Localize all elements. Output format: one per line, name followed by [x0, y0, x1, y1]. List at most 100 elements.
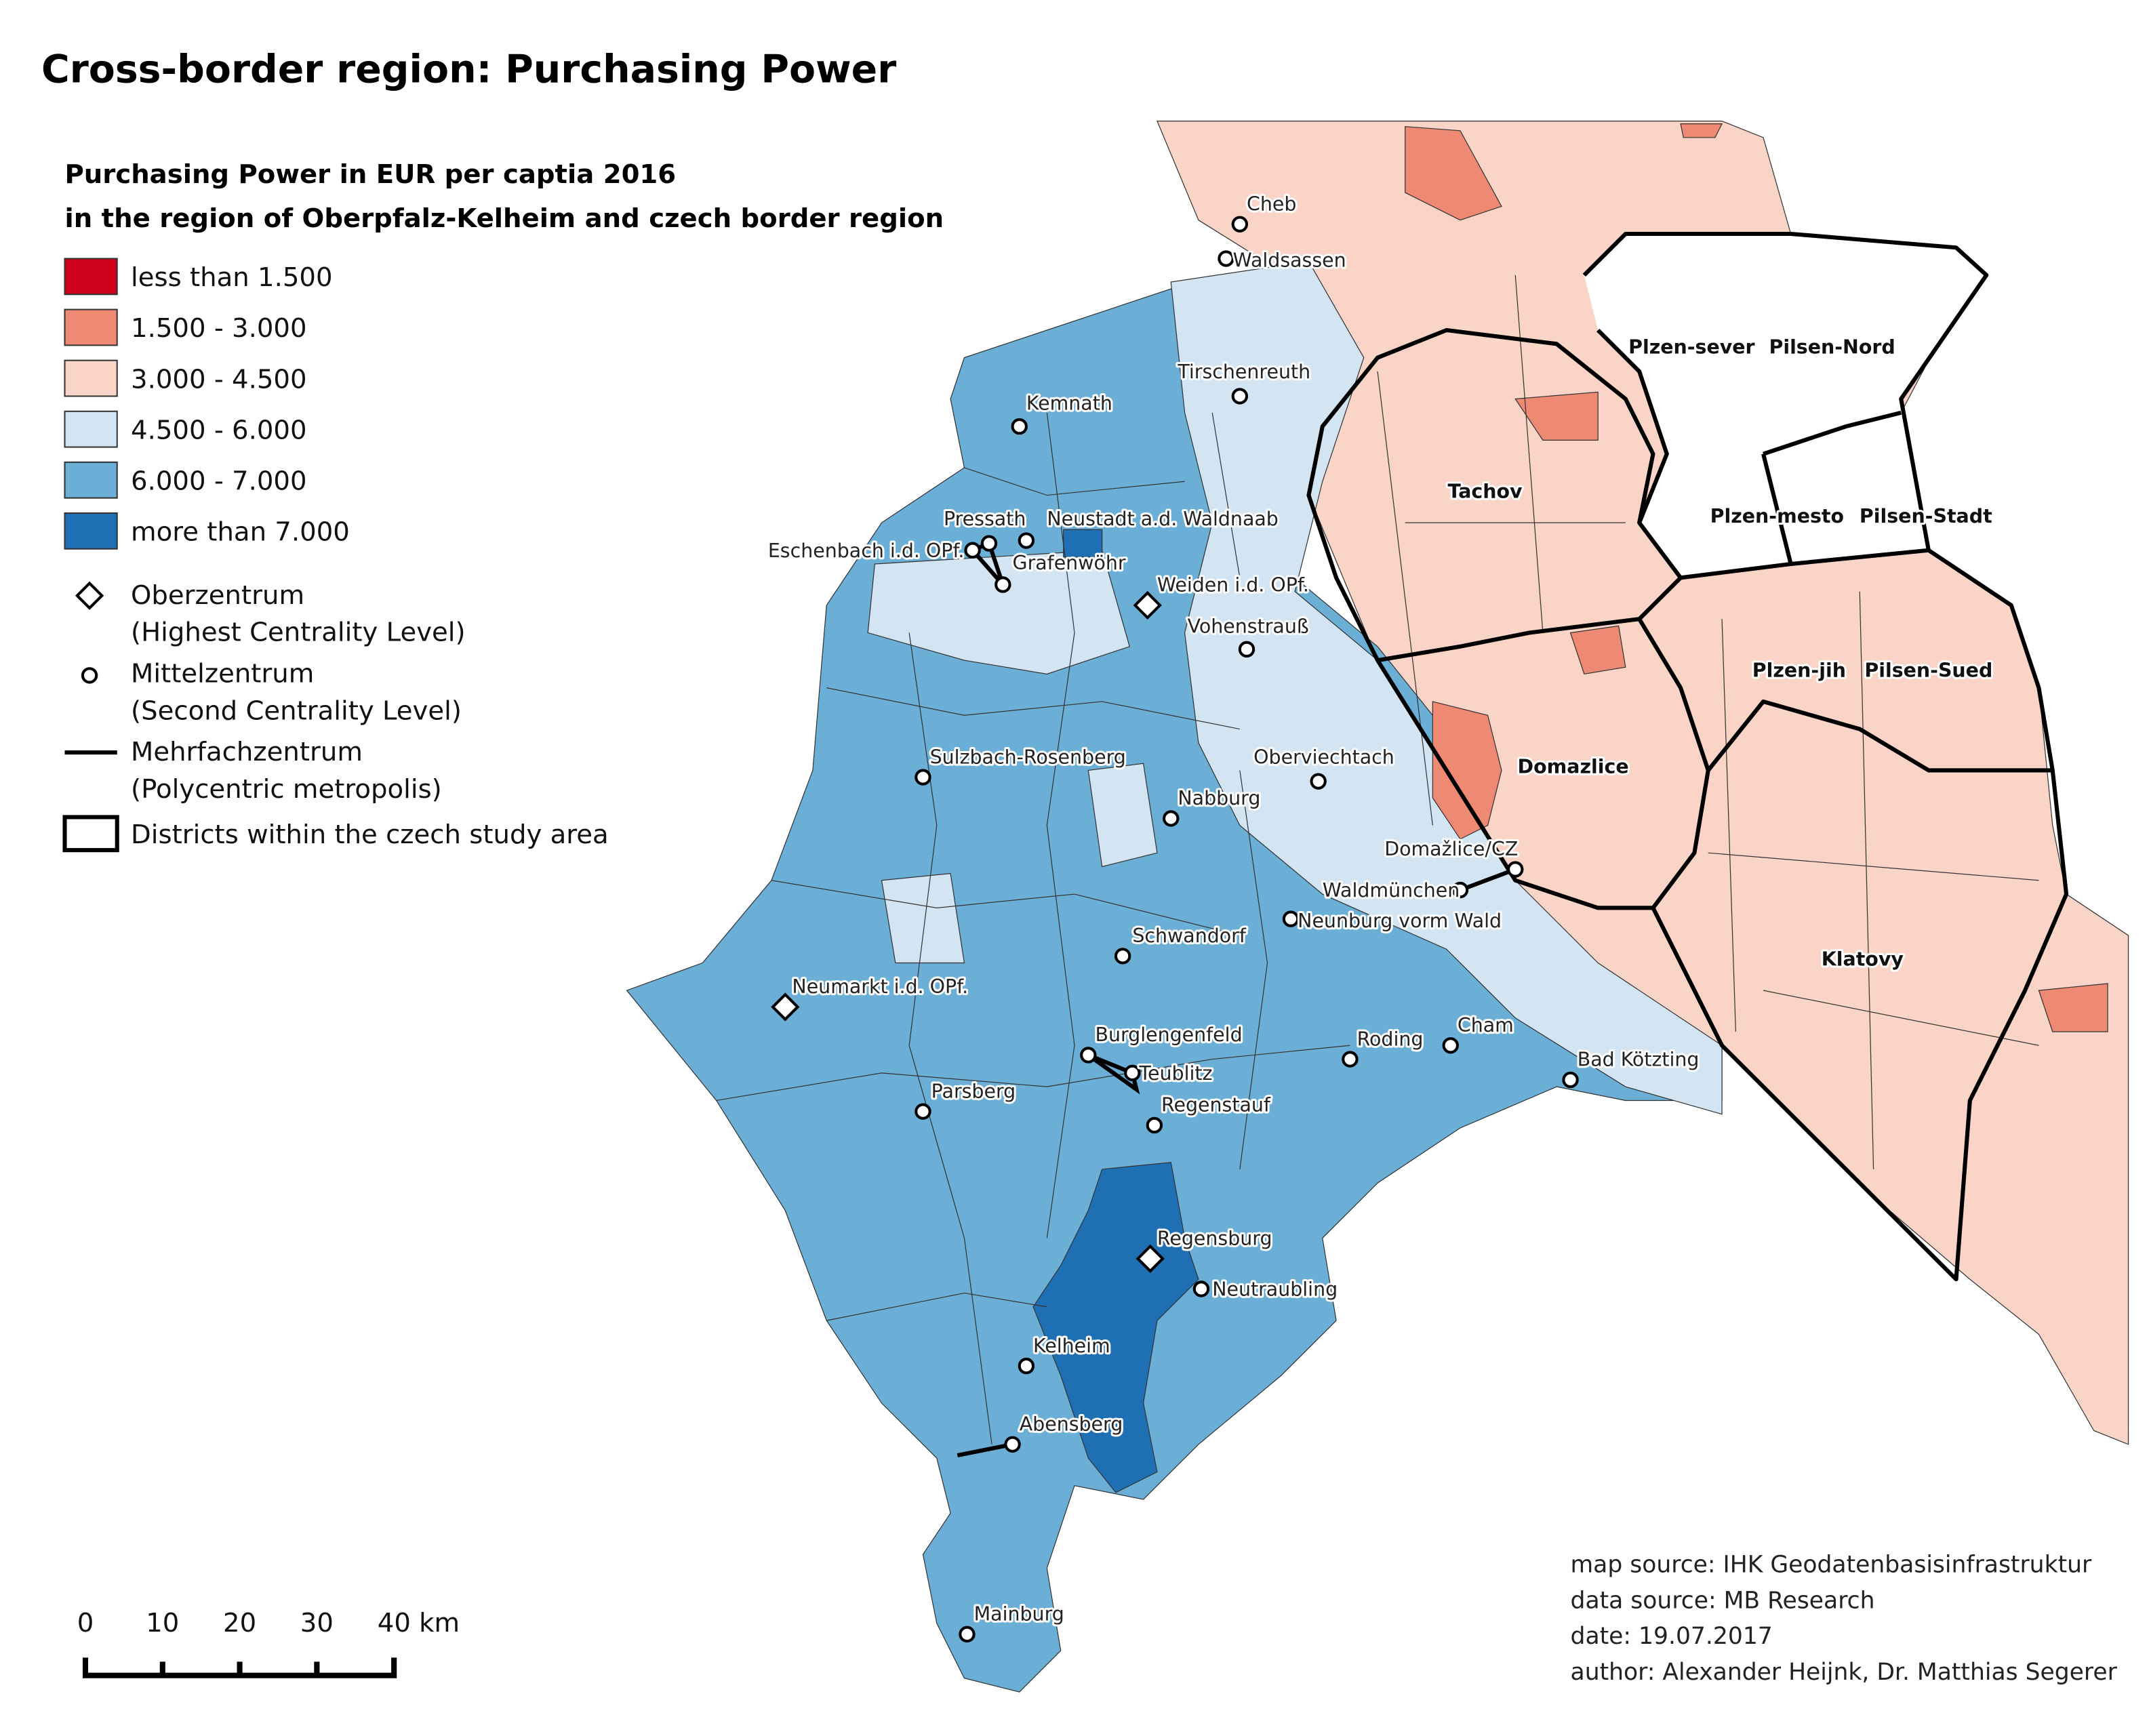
- region-area: [1569, 625, 1626, 675]
- city-mittelzentrum: [915, 769, 931, 786]
- city-label: Kemnath: [1026, 392, 1112, 415]
- legend: Purchasing Power in EUR per captia 2016 …: [62, 159, 944, 853]
- city-mittelzentrum: [1124, 1064, 1141, 1082]
- city-mittelzentrum: [1507, 861, 1524, 878]
- city-label: Waldmünchen: [1323, 879, 1460, 902]
- legend-label: Mittelzentrum: [131, 659, 314, 689]
- city-oberzentrum: [771, 992, 800, 1022]
- legend-label: (Highest Centrality Level): [131, 618, 466, 648]
- legend-swatch: [64, 359, 118, 397]
- map-areas: [626, 120, 2129, 1693]
- legend-label: Districts within the czech study area: [131, 820, 609, 850]
- city-label: Oberviechtach: [1253, 746, 1394, 768]
- sources: map source: IHK Geodatenbasisinfrastrukt…: [1571, 1552, 2118, 1686]
- city-mittelzentrum: [1562, 1071, 1579, 1089]
- city-label: Domažlice/CZ: [1384, 838, 1518, 860]
- district-label: Plzen-mesto: [1710, 505, 1844, 527]
- scale-label: 30: [300, 1608, 334, 1638]
- city-mittelzentrum: [1146, 1116, 1163, 1134]
- city-label: Schwandorf: [1132, 925, 1246, 947]
- legend-circle: [81, 667, 98, 684]
- district-boundaries: [1306, 231, 2069, 1282]
- legend-swatch: [64, 308, 118, 346]
- city-mittelzentrum: [1218, 250, 1234, 267]
- city-mittelzentrum: [1282, 910, 1300, 927]
- scale-line: [82, 1657, 397, 1678]
- legend-title: Purchasing Power in EUR per captia 2016: [65, 159, 677, 190]
- legend-label: (Polycentric metropolis): [131, 774, 442, 805]
- city-label: Abensberg: [1020, 1413, 1123, 1436]
- city-label: Roding: [1357, 1028, 1424, 1050]
- city-mittelzentrum: [1163, 810, 1180, 827]
- district-label: Pilsen-Stadt: [1860, 505, 1992, 527]
- legend-label: less than 1.500: [131, 262, 332, 293]
- region-area: [2038, 983, 2108, 1032]
- region-area: [881, 872, 965, 964]
- region-area: [1032, 1162, 1199, 1493]
- city-mittelzentrum: [1011, 418, 1028, 435]
- title: Cross-border region: Purchasing Power: [41, 47, 896, 92]
- cities: Cheb Waldsassen Tirschenreuth Kemnath Pressa…: [766, 190, 1702, 1643]
- legend-label: (Second Centrality Level): [131, 695, 462, 726]
- city-label: Grafenwöhr: [1013, 552, 1126, 574]
- scale-label: 20: [223, 1608, 256, 1638]
- city-mittelzentrum: [1310, 773, 1327, 790]
- legend-diamond: [75, 581, 104, 610]
- district-label: Pilsen-Sued: [1864, 659, 1992, 681]
- city-mittelzentrum: [1342, 1051, 1359, 1068]
- region-area: [1170, 260, 1723, 1115]
- city-mittelzentrum: [1451, 881, 1469, 899]
- scale-label: 40 km: [378, 1608, 460, 1638]
- district-label: Klatovy: [1822, 948, 1904, 971]
- region-area: [1432, 701, 1502, 840]
- city-mittelzentrum: [1018, 1357, 1035, 1375]
- city-label: Parsberg: [931, 1080, 1016, 1102]
- city-label: Cheb: [1247, 193, 1296, 216]
- region-area: [1405, 126, 1502, 221]
- city-label: Bad Kötzting: [1578, 1049, 1700, 1071]
- legend-label: Mehrfachzentrum: [131, 737, 363, 767]
- city-label: Neutraubling: [1212, 1278, 1338, 1301]
- region-area: [1514, 391, 1599, 441]
- legend-swatch: [64, 258, 118, 296]
- city-mittelzentrum: [915, 1103, 931, 1120]
- legend-swatch: [64, 512, 118, 550]
- city-mittelzentrum: [1238, 641, 1256, 658]
- city-label: Cham: [1458, 1014, 1514, 1036]
- legend-swatch: [64, 410, 118, 448]
- source-note: author: Alexander Heijnk, Dr. Matthias S…: [1571, 1659, 2118, 1686]
- city-label: Nabburg: [1178, 787, 1260, 809]
- scale-bar: 0 10 20 30 40 km: [77, 1608, 460, 1678]
- city-mittelzentrum: [1231, 388, 1249, 405]
- city-label: Mainburg: [974, 1603, 1064, 1626]
- district-label: Pilsen-Nord: [1769, 336, 1895, 359]
- district-labels: Plzen-sever Pilsen-Nord Tachov Plzen-mesto P…: [1445, 334, 1994, 973]
- city-label: Tirschenreuth: [1177, 361, 1310, 383]
- city-mittelzentrum: [995, 576, 1011, 593]
- city-label: Weiden i.d. OPf.: [1157, 574, 1309, 597]
- city-label: Kelheim: [1033, 1335, 1110, 1357]
- source-note: data source: MB Research: [1571, 1587, 1875, 1614]
- legend-title: in the region of Oberpfalz-Kelheim and c…: [65, 203, 944, 234]
- scale-label: 10: [146, 1608, 179, 1638]
- city-mittelzentrum: [964, 542, 981, 559]
- city-label: Neunburg vorm Wald: [1298, 910, 1502, 932]
- legend-swatch: [64, 461, 118, 499]
- legend-district-box: [62, 815, 119, 853]
- city-mittelzentrum: [1192, 1280, 1210, 1297]
- excluded-area: [1584, 233, 1987, 578]
- legend-label: 1.500 - 3.000: [131, 313, 307, 344]
- source-note: map source: IHK Geodatenbasisinfrastrukt…: [1571, 1552, 2092, 1579]
- city-label: Burglengenfeld: [1095, 1024, 1242, 1046]
- city-mittelzentrum: [1231, 216, 1249, 233]
- city-label: Regenstauf: [1161, 1094, 1271, 1116]
- city-label: Sulzbach-Rosenberg: [930, 746, 1126, 768]
- city-mittelzentrum: [1004, 1436, 1021, 1453]
- district-label: Plzen-jih: [1752, 659, 1846, 681]
- legend-label: 6.000 - 7.000: [131, 466, 307, 496]
- city-mittelzentrum: [980, 535, 998, 552]
- city-label: Pressath: [944, 508, 1026, 530]
- city-label: Waldsassen: [1233, 249, 1346, 272]
